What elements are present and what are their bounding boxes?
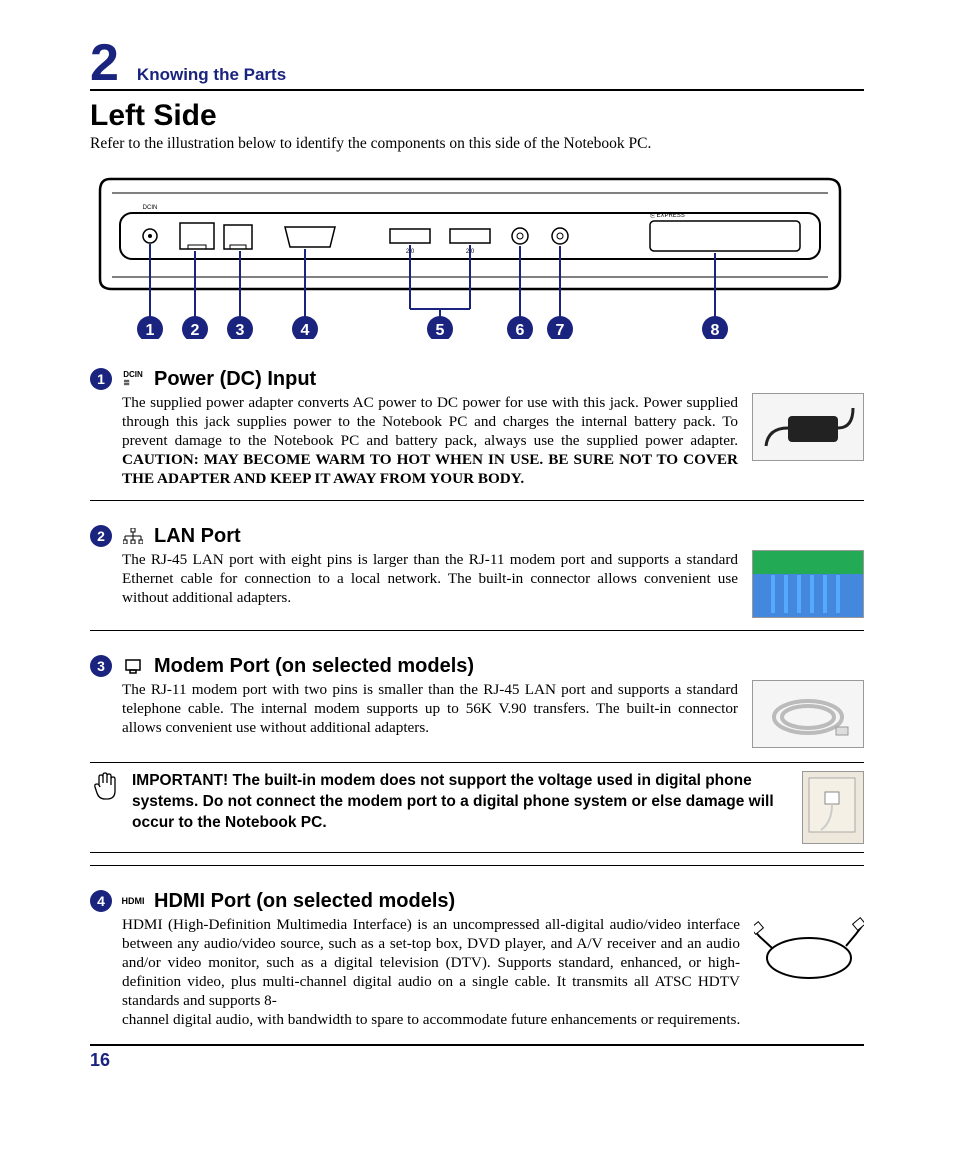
page-number: 16 xyxy=(90,1044,864,1071)
lan-icon xyxy=(120,528,146,544)
item-body-text: The supplied power adapter converts AC p… xyxy=(122,393,738,488)
section-intro: Refer to the illustration below to ident… xyxy=(90,135,864,153)
svg-text:8: 8 xyxy=(711,322,720,339)
ethernet-thumb xyxy=(752,550,864,618)
side-view-diagram: DCIN 2.0 2.0 ⎘ EXPRESS xyxy=(90,169,864,344)
item-power-dc: 1 DCIN≣ Power (DC) Input The supplied po… xyxy=(90,368,864,501)
item-number-badge: 4 xyxy=(90,890,112,912)
svg-text:2: 2 xyxy=(191,322,200,339)
item-body-main: HDMI (High-Definition Multimedia Interfa… xyxy=(122,916,740,1009)
chapter-number: 2 xyxy=(90,40,119,87)
item-number-badge: 3 xyxy=(90,655,112,677)
item-body-text: HDMI (High-Definition Multimedia Interfa… xyxy=(122,915,740,1010)
svg-text:5: 5 xyxy=(436,322,445,339)
dcin-icon: DCIN≣ xyxy=(120,371,146,387)
item-title: HDMI Port (on selected models) xyxy=(154,890,455,913)
hdmi-icon: HDMI xyxy=(120,896,146,906)
item-modem-port: 3 Modem Port (on selected models) The RJ… xyxy=(90,655,864,866)
laptop-side-svg: DCIN 2.0 2.0 ⎘ EXPRESS xyxy=(90,169,850,339)
item-title: LAN Port xyxy=(154,525,241,548)
important-text: IMPORTANT! The built-in modem does not s… xyxy=(132,771,790,844)
svg-text:3: 3 xyxy=(236,322,245,339)
item-body-text: The RJ-45 LAN port with eight pins is la… xyxy=(122,550,738,618)
svg-text:6: 6 xyxy=(516,322,525,339)
svg-text:7: 7 xyxy=(556,322,565,339)
manual-page: 2 Knowing the Parts Left Side Refer to t… xyxy=(0,0,954,1149)
power-adapter-thumb xyxy=(752,393,864,461)
item-number-badge: 1 xyxy=(90,368,112,390)
item-body-text: The RJ-11 modem port with two pins is sm… xyxy=(122,680,738,748)
svg-text:DCIN: DCIN xyxy=(143,205,158,211)
important-note: IMPORTANT! The built-in modem does not s… xyxy=(90,762,864,853)
svg-text:1: 1 xyxy=(146,322,155,339)
section-heading: Left Side xyxy=(90,99,864,133)
chapter-header: 2 Knowing the Parts xyxy=(90,40,864,91)
svg-text:4: 4 xyxy=(301,322,310,339)
item-title: Power (DC) Input xyxy=(154,368,316,391)
hdmi-cable-thumb xyxy=(754,915,864,981)
item-body: The supplied power adapter converts AC p… xyxy=(122,394,738,449)
hand-stop-icon xyxy=(90,771,120,844)
item-title: Modem Port (on selected models) xyxy=(154,655,474,678)
item-lan-port: 2 LAN Port The RJ-45 LAN port with eight… xyxy=(90,525,864,631)
wall-jack-thumb xyxy=(802,771,864,844)
item-caution: CAUTION: MAY BECOME WARM TO HOT WHEN IN … xyxy=(122,451,738,487)
item-body-tail: channel digital audio, with bandwidth to… xyxy=(90,1010,864,1029)
chapter-title: Knowing the Parts xyxy=(137,65,286,85)
item-number-badge: 2 xyxy=(90,525,112,547)
modem-icon xyxy=(120,658,146,674)
svg-text:⎘ EXPRESS: ⎘ EXPRESS xyxy=(650,212,685,219)
item-hdmi-port: 4 HDMI HDMI Port (on selected models) HD… xyxy=(90,890,864,1041)
phone-cable-thumb xyxy=(752,680,864,748)
